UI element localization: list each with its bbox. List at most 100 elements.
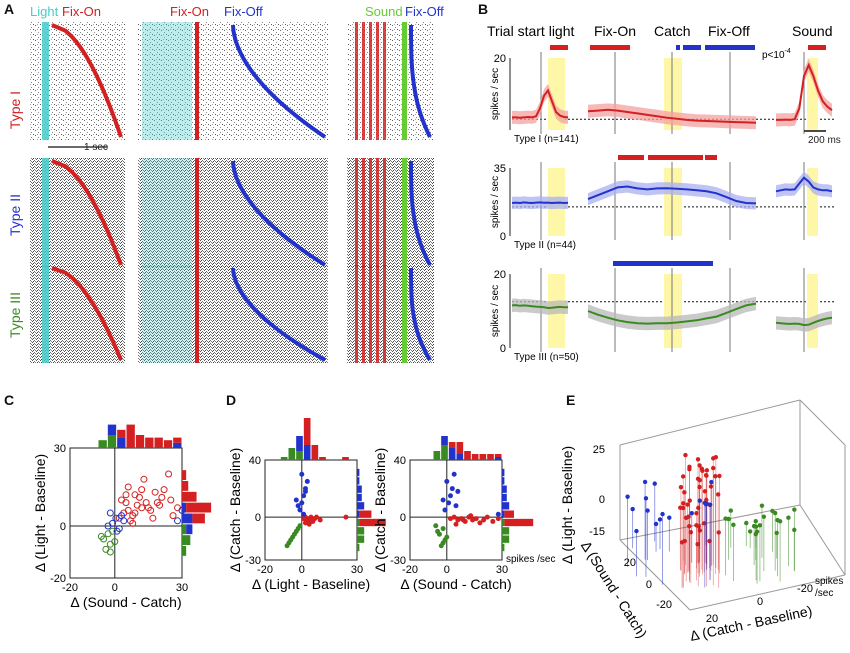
hist-bar <box>357 510 360 518</box>
y-tick-label: 20 <box>624 557 636 569</box>
hist-bar <box>288 448 296 460</box>
light-onset-band <box>42 265 49 363</box>
y-axis-label: Δ (Light - Baseline) <box>32 454 48 572</box>
hist-bar <box>154 437 163 448</box>
hist-bar <box>502 477 505 485</box>
point-type1 <box>711 465 716 471</box>
significance-bar <box>550 45 568 50</box>
col2-fixoff-label: Fix-Off <box>224 4 263 19</box>
data-point <box>343 514 349 520</box>
raster-background <box>347 265 434 363</box>
hist-bar <box>502 468 505 477</box>
point-type2 <box>652 481 657 486</box>
data-point <box>124 483 132 491</box>
header-fixoff: Fix-Off <box>708 23 750 39</box>
hist-bar <box>359 518 386 527</box>
hist-bar <box>448 448 456 460</box>
data-point <box>118 496 126 504</box>
hist-bar <box>296 436 303 451</box>
point-type3 <box>770 508 775 514</box>
mean-rate-line <box>511 201 569 205</box>
hist-bar <box>145 437 154 448</box>
hist-bar <box>456 454 464 460</box>
hist-bar <box>502 502 510 510</box>
hist-bar <box>186 524 193 535</box>
data-point <box>295 503 301 509</box>
significance-bar <box>590 45 630 50</box>
series-type-iii <box>284 523 303 549</box>
fixon-line <box>195 265 199 363</box>
point-type1 <box>695 457 701 462</box>
x-tick-label: 20 <box>706 613 718 625</box>
raster-background <box>347 158 434 268</box>
y-tick-label: 0 <box>400 512 406 524</box>
raster-background <box>138 22 328 140</box>
hist-bar <box>502 527 510 535</box>
data-point <box>473 516 479 522</box>
point-type1 <box>694 511 699 516</box>
data-point <box>481 517 487 523</box>
y-tick-label: 0 <box>646 579 652 591</box>
hist-bar <box>182 502 187 513</box>
col1-fixon-label: Fix-On <box>62 4 101 19</box>
point-type2 <box>630 506 635 512</box>
fixoff-sorted-curve <box>409 268 432 362</box>
hist-bar <box>502 485 507 493</box>
mean-rate-line <box>775 316 833 327</box>
cube-edge <box>799 399 846 446</box>
raster-type1-col1 <box>30 22 125 140</box>
hist-bar <box>433 451 441 460</box>
hist-bar <box>342 457 349 460</box>
segment-fixon_catch_fixoff <box>587 52 757 134</box>
data-point <box>113 527 121 535</box>
data-point <box>495 516 501 522</box>
series-type-i <box>115 470 182 527</box>
point-type1 <box>704 473 709 478</box>
hist-bar <box>135 435 145 448</box>
y-tick-label: 0 <box>60 521 66 533</box>
mean-rate-line <box>776 62 833 121</box>
sem-band <box>776 171 832 198</box>
point-type3 <box>744 520 749 526</box>
hist-bar <box>303 445 311 460</box>
analysis-window <box>807 58 818 130</box>
panel-e: 25 0 -15 Δ (Light - Baseline) 20 0 -20 Δ (Sound… <box>559 399 846 644</box>
hist-bar <box>182 481 189 491</box>
data-point <box>286 540 292 546</box>
fixoff-sorted-curve <box>409 25 432 138</box>
psth-rows: 20 spikes / sec Type I (n=141) 35 0 spikes / … <box>490 45 834 363</box>
data-point <box>138 486 146 494</box>
hist-bar <box>357 543 360 552</box>
data-point <box>129 519 137 527</box>
data-point <box>144 504 152 512</box>
data-point <box>102 545 110 553</box>
data-point <box>138 504 146 512</box>
light-onset-band <box>42 158 49 268</box>
fixon-sorted-curve <box>51 159 123 266</box>
point-type1 <box>683 515 689 520</box>
time-scalebar-label: 200 ms <box>808 135 841 146</box>
segment-sound <box>776 52 833 134</box>
data-point <box>124 506 132 514</box>
y-tick-label: 0 <box>255 512 261 524</box>
fixon-marker-column <box>376 265 379 363</box>
raster-type3-col2 <box>138 265 328 363</box>
y-axis-label: Δ (Catch - Baseline) <box>227 448 243 573</box>
x-tick-label: 30 <box>496 564 508 576</box>
raster-type3-col3 <box>347 265 434 363</box>
point-type1 <box>697 463 702 468</box>
point-type2 <box>657 517 663 522</box>
data-point <box>301 493 307 499</box>
fixon-marker-column <box>355 158 358 268</box>
segment-sound <box>775 268 833 352</box>
hist-bar <box>107 424 117 435</box>
point-type1 <box>681 501 686 506</box>
data-point <box>477 520 483 526</box>
point-type1 <box>697 477 702 483</box>
fixon-marker-column <box>376 158 379 268</box>
point-type3 <box>775 517 780 523</box>
hist-bar <box>186 502 212 513</box>
p-value-base: p<10 <box>762 50 785 61</box>
data-point <box>293 497 299 503</box>
